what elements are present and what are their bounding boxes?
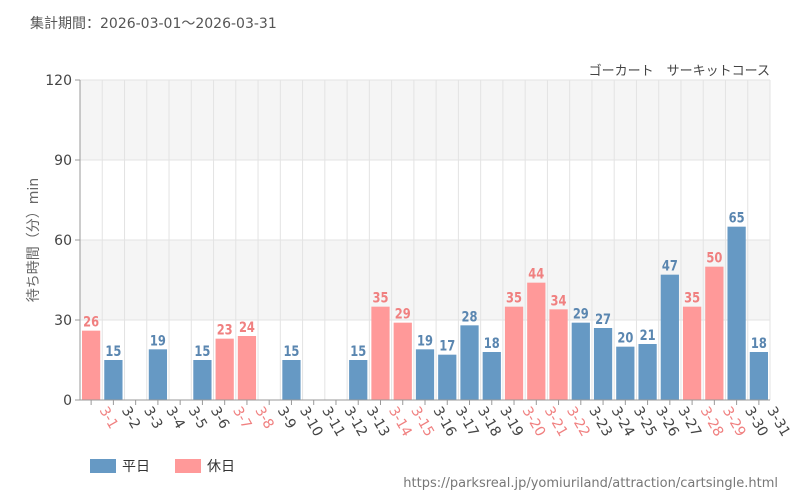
bar-value-label: 15 — [283, 344, 299, 360]
bar — [371, 306, 390, 400]
bar — [638, 344, 657, 400]
bar — [549, 309, 568, 400]
legend: 平日 休日 — [90, 459, 235, 475]
bar — [660, 274, 679, 400]
bar-value-label: 19 — [150, 333, 166, 349]
bar — [82, 330, 101, 400]
bar-value-label: 15 — [105, 344, 121, 360]
bar-value-label: 17 — [439, 339, 455, 355]
grid-lines — [79, 79, 771, 400]
bar-value-label: 29 — [573, 307, 589, 323]
period-text: 集計期間：2026-03-01～2026-03-31 — [30, 15, 277, 32]
bar-value-label: 24 — [239, 320, 255, 336]
legend-swatch-weekday — [90, 459, 116, 473]
bar-value-label: 15 — [194, 344, 210, 360]
bar-value-label: 34 — [551, 293, 567, 309]
x-tick-label: 3-8 — [251, 404, 276, 432]
x-tick-label: 3-9 — [274, 404, 299, 432]
x-tick-label: 3-2 — [118, 404, 143, 432]
source-url[interactable]: https://parksreal.jp/yomiuriland/attract… — [403, 476, 778, 491]
bar-value-label: 47 — [662, 259, 678, 275]
y-axis-label: 待ち時間（分）min — [26, 178, 42, 302]
bar — [571, 322, 590, 400]
bar-value-label: 35 — [506, 291, 522, 307]
legend-label-weekday: 平日 — [122, 459, 150, 475]
bar-value-label: 65 — [729, 211, 745, 227]
x-tick-label: 3-5 — [185, 404, 210, 432]
bar-value-label: 26 — [83, 315, 99, 331]
y-axis: 0 30 60 90 120 — [45, 73, 81, 409]
bar-value-label: 23 — [217, 323, 233, 339]
x-tick-label: 3-1 — [96, 404, 121, 432]
bar-value-label: 18 — [484, 336, 500, 352]
bar — [749, 352, 768, 400]
legend-swatch-holiday — [175, 459, 201, 473]
x-tick-label: 3-4 — [162, 404, 187, 432]
bar — [482, 352, 501, 400]
y-tick-label: 90 — [54, 153, 72, 169]
bar-value-label: 15 — [350, 344, 366, 360]
bar-value-label: 44 — [528, 267, 544, 283]
bar — [148, 349, 168, 400]
x-tick-label: 3-3 — [140, 404, 165, 432]
y-tick-label: 30 — [54, 313, 72, 329]
bar — [393, 322, 412, 400]
bar — [682, 306, 702, 400]
bar-value-labels: 26 15 19 15 23 24 15 15 35 29 19 17 28 18 35 44 34 29 27 20… — [83, 211, 767, 361]
y-tick-label: 120 — [45, 73, 72, 89]
x-tick-label: 3-6 — [207, 404, 232, 432]
bar — [460, 325, 479, 400]
bar-value-label: 19 — [417, 333, 433, 349]
bar — [215, 338, 234, 400]
plot-band — [80, 240, 770, 320]
bars — [82, 226, 768, 400]
bar — [527, 282, 546, 400]
bar — [593, 328, 613, 400]
bar-value-label: 27 — [595, 312, 611, 328]
bar-value-label: 18 — [751, 336, 767, 352]
bar — [104, 360, 123, 400]
bar — [237, 336, 257, 400]
bar — [193, 360, 212, 400]
bar — [282, 360, 301, 400]
x-tick-label: 3-7 — [229, 404, 254, 432]
x-tick-label: 3-31 — [763, 404, 793, 440]
y-tick-label: 0 — [63, 393, 72, 409]
bar-value-label: 28 — [462, 309, 478, 325]
bar-value-label: 20 — [617, 331, 633, 347]
plot-band — [80, 80, 770, 160]
legend-label-holiday: 休日 — [207, 459, 235, 475]
bar-value-label: 50 — [706, 251, 722, 267]
bar — [415, 349, 435, 400]
x-axis: 3-13-23-33-43-53-63-73-83-93-103-113-123… — [80, 399, 793, 440]
bar-value-label: 35 — [372, 291, 388, 307]
bar-value-label: 29 — [395, 307, 411, 323]
bar — [727, 226, 746, 400]
bar-value-label: 35 — [684, 291, 700, 307]
bar — [705, 266, 724, 400]
bar — [349, 360, 368, 400]
bar — [616, 346, 635, 400]
bar — [438, 354, 457, 400]
y-tick-label: 60 — [54, 233, 72, 249]
plot-background — [80, 80, 770, 320]
chart-title: ゴーカート サーキットコース — [589, 63, 770, 79]
bar-value-label: 21 — [640, 328, 656, 344]
bar — [504, 306, 524, 400]
